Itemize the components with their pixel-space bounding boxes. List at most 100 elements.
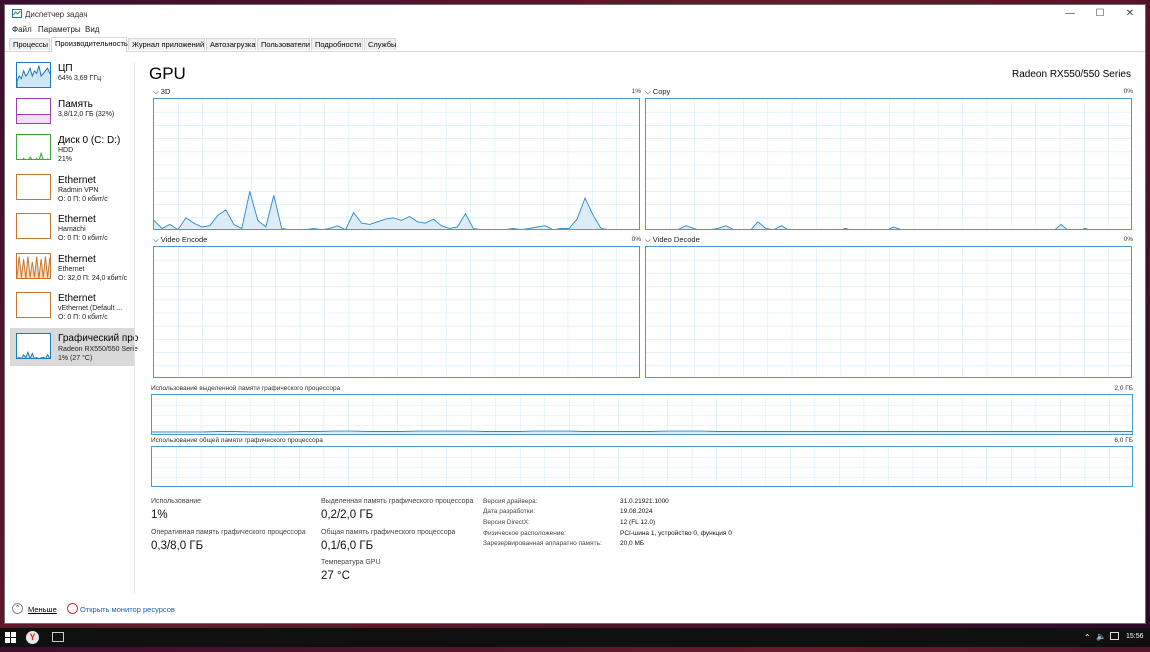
window-title: Диспетчер задач: [25, 10, 88, 19]
volume-icon[interactable]: 🔈: [1096, 632, 1106, 641]
sidebar-item-disk[interactable]: Диск 0 (C: D:) HDD 21%: [10, 132, 134, 170]
gpu-ram-label: Оперативная память графического процессо…: [151, 529, 306, 536]
sidebar-item-ethernet-radmin[interactable]: Ethernet Radmin VPN О: 0 П: 0 кбит/с: [10, 172, 134, 210]
taskbar: Y ⌃ 🔈 15:56: [0, 628, 1150, 647]
driver-version-label: Версия драйвера:: [483, 498, 538, 505]
shared-memory-value: 0,1/6,0 ГБ: [321, 540, 374, 552]
resource-sidebar: ЦП 64% 3,69 ГГц Память 3,8/12,0 ГБ (32%)…: [10, 60, 138, 600]
gpu-thumbnail: [16, 333, 51, 359]
open-resource-monitor-link[interactable]: Открыть монитор ресурсов: [80, 605, 175, 614]
dedicated-memory-value: 0,2/2,0 ГБ: [321, 509, 374, 521]
sidebar-item-detail-2: О: 32,0 П: 24,0 кбит/с: [58, 275, 128, 282]
network-icon[interactable]: [1110, 632, 1119, 640]
sidebar-item-title: Графический про: [58, 333, 139, 344]
tab-services[interactable]: Службы: [364, 38, 396, 50]
shared-memory-graph-label: Использование общей памяти графического …: [151, 437, 323, 444]
sidebar-item-cpu[interactable]: ЦП 64% 3,69 ГГц: [10, 60, 134, 98]
close-button[interactable]: ✕: [1125, 8, 1135, 19]
sidebar-item-detail-2: 1% (27 °C): [58, 355, 93, 362]
maximize-button[interactable]: ☐: [1095, 8, 1105, 19]
resource-monitor-icon: [67, 603, 78, 614]
sidebar-item-detail: Radmin VPN: [58, 187, 99, 194]
sidebar-item-title: Ethernet: [58, 214, 96, 225]
sidebar-item-title: Диск 0 (C: D:): [58, 135, 121, 146]
engine-video-encode-percent: 0%: [631, 236, 641, 243]
gpu-ram-value: 0,3/8,0 ГБ: [151, 540, 204, 552]
usage-value: 1%: [151, 509, 168, 521]
engine-3d-line: [154, 191, 608, 229]
minimize-button[interactable]: —: [1065, 8, 1075, 19]
menu-view[interactable]: Вид: [85, 25, 100, 34]
tab-processes[interactable]: Процессы: [9, 38, 50, 50]
engine-3d-label[interactable]: ⌵ 3D: [153, 87, 171, 96]
chevron-down-icon: ⌵: [645, 87, 653, 96]
sidebar-item-ethernet-vethernet[interactable]: Ethernet vEthernet (Default ... О: 0 П: …: [10, 290, 134, 328]
page-title: GPU: [149, 64, 186, 83]
fewer-details-link[interactable]: Меньше: [28, 605, 57, 614]
sidebar-item-memory[interactable]: Память 3,8/12,0 ГБ (32%): [10, 96, 134, 134]
reserved-memory-label: Зарезервированная аппаратно память:: [483, 540, 602, 547]
sidebar-item-title: Ethernet: [58, 175, 96, 186]
gpu-model-name: Radeon RX550/550 Series: [1012, 69, 1131, 80]
sidebar-item-title: Ethernet: [58, 254, 96, 265]
dedicated-memory-line: [152, 430, 1132, 433]
disk-thumbnail: [16, 134, 51, 160]
dedicated-memory-graph: [151, 394, 1133, 435]
engine-video-decode-label[interactable]: ⌵ Video Decode: [645, 235, 700, 244]
engine-copy-percent: 0%: [1123, 88, 1133, 95]
sidebar-item-title: Память: [58, 99, 93, 110]
engine-copy-label[interactable]: ⌵ Copy: [645, 87, 671, 96]
sidebar-item-detail-2: О: 0 П: 0 кбит/с: [58, 235, 108, 242]
driver-date-label: Дата разработки:: [483, 508, 536, 515]
sidebar-item-gpu[interactable]: Графический про Radeon RX550/550 Serie 1…: [10, 328, 138, 366]
engine-video-decode-percent: 0%: [1123, 236, 1133, 243]
task-manager-window: Диспетчер задач — ☐ ✕ Файл Параметры Вид…: [4, 4, 1146, 624]
engine-video-encode-graph: [153, 246, 640, 378]
task-manager-taskbar-icon[interactable]: [52, 632, 64, 642]
driver-date-value: 19.08.2024: [620, 508, 653, 515]
chevron-down-icon: ⌵: [153, 87, 161, 96]
gpu-temperature-value: 27 °C: [321, 570, 350, 582]
sidebar-item-detail: vEthernet (Default ...: [58, 305, 123, 312]
tab-strip: Процессы Производительность Журнал прило…: [5, 37, 1145, 52]
sidebar-item-detail: Radeon RX550/550 Serie: [58, 346, 138, 353]
tab-performance[interactable]: Производительность: [51, 37, 128, 52]
ethernet-thumbnail: [16, 253, 51, 279]
menu-file[interactable]: Файл: [12, 25, 32, 34]
sidebar-item-detail-2: О: 0 П: 0 кбит/с: [58, 196, 108, 203]
dedicated-memory-graph-max: 2,0 ГБ: [1114, 385, 1133, 392]
sidebar-item-ethernet-hamachi[interactable]: Ethernet Hamachi О: 0 П: 0 кбит/с: [10, 211, 134, 249]
menu-options[interactable]: Параметры: [38, 25, 81, 34]
gpu-temperature-label: Температура GPU: [321, 559, 381, 566]
tab-startup[interactable]: Автозагрузка: [206, 38, 256, 50]
menu-bar: Файл Параметры Вид: [5, 23, 1145, 37]
tab-details[interactable]: Подробности: [311, 38, 363, 50]
shared-memory-graph-max: 6,0 ГБ: [1114, 437, 1133, 444]
ethernet-thumbnail: [16, 174, 51, 200]
cpu-thumbnail: [16, 62, 51, 88]
directx-version-label: Версия DirectX:: [483, 519, 530, 526]
tab-users[interactable]: Пользователи: [257, 38, 310, 50]
engine-copy-line: [678, 221, 1089, 229]
tab-app-history[interactable]: Журнал приложений: [128, 38, 205, 50]
sidebar-item-detail-2: О: 0 П: 0 кбит/с: [58, 314, 108, 321]
sidebar-item-detail: 64% 3,69 ГГц: [58, 75, 102, 82]
yandex-browser-icon[interactable]: Y: [26, 631, 39, 644]
sidebar-item-title: Ethernet: [58, 293, 96, 304]
sidebar-item-ethernet-main[interactable]: Ethernet Ethernet О: 32,0 П: 24,0 кбит/с: [10, 251, 134, 289]
driver-version-value: 31.0.21921.1000: [620, 498, 669, 505]
engine-3d-graph: [153, 98, 640, 230]
sidebar-item-title: ЦП: [58, 63, 73, 74]
dedicated-memory-label: Выделенная память графического процессор…: [321, 498, 474, 505]
physical-location-value: PCI-шина 1, устройство 0, функция 0: [620, 530, 732, 537]
chevron-up-icon[interactable]: ⌃: [1084, 633, 1091, 642]
chevron-down-icon: ⌵: [645, 235, 653, 244]
clock[interactable]: 15:56: [1126, 633, 1144, 640]
chevron-up-icon[interactable]: ⌃: [12, 603, 23, 614]
ethernet-thumbnail: [16, 292, 51, 318]
engine-video-encode-label[interactable]: ⌵ Video Encode: [153, 235, 208, 244]
directx-version-value: 12 (FL 12.0): [620, 519, 656, 526]
windows-start-icon[interactable]: [5, 632, 16, 643]
usage-label: Использование: [151, 498, 202, 505]
memory-thumbnail: [16, 98, 51, 124]
